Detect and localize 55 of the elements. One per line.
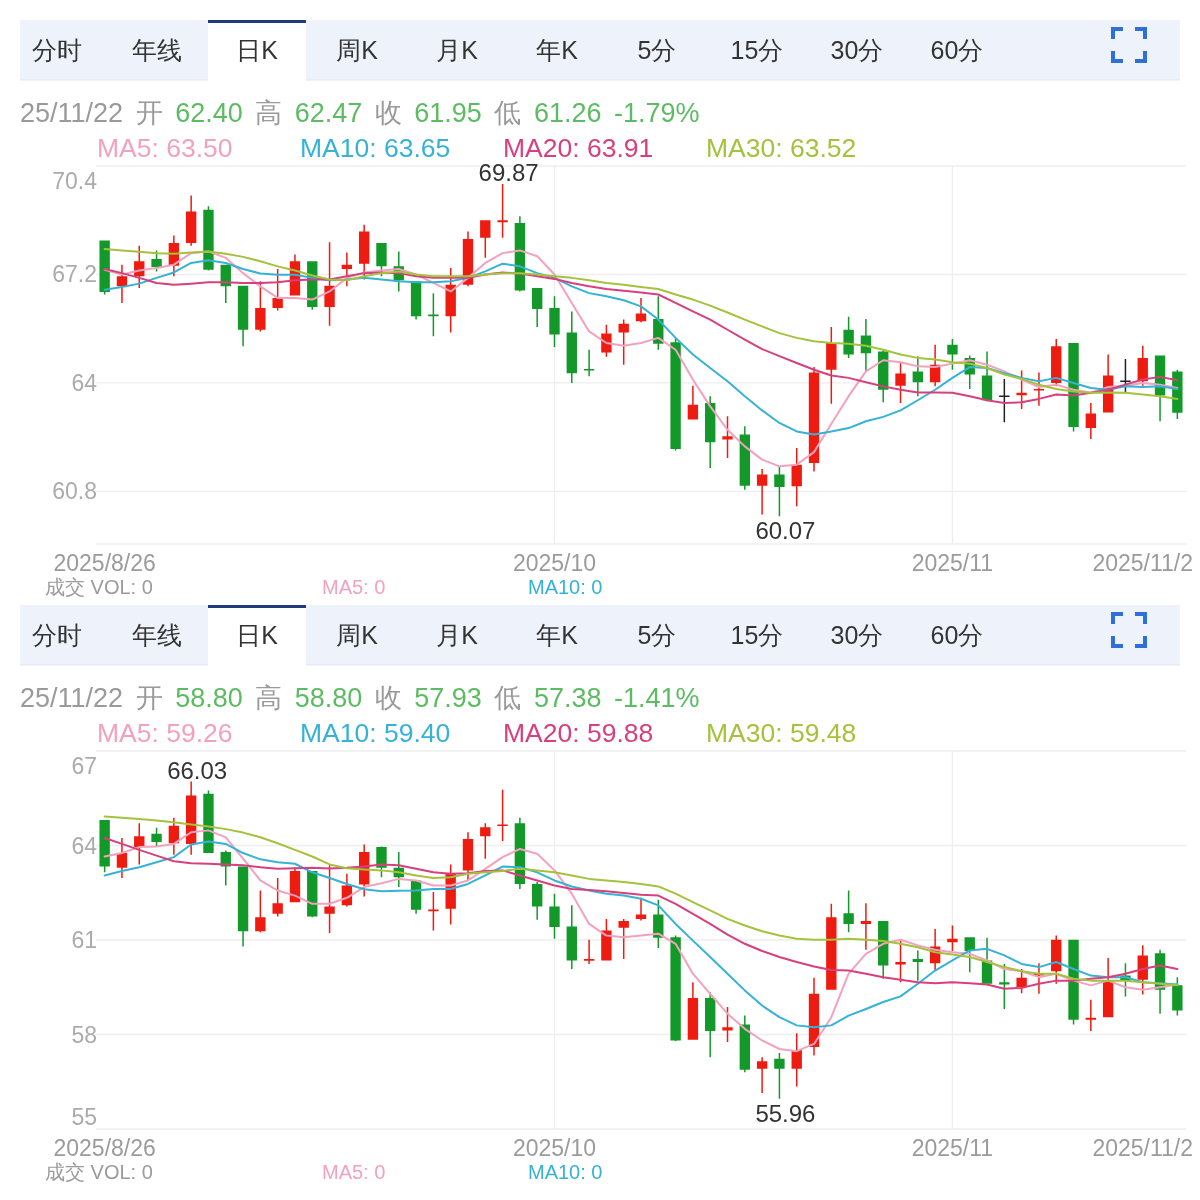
text: 成交 VOL: 0	[45, 576, 153, 598]
text: 年线	[132, 621, 182, 649]
x-tick-label: 2025/11	[911, 550, 994, 576]
text: MA5: 0	[322, 576, 386, 598]
annotation: 66.03	[167, 756, 228, 784]
text: MA5: 63.50	[97, 133, 233, 163]
text: MA5: 0	[322, 1161, 386, 1183]
text: 月K	[436, 621, 479, 649]
x-tick-label: 2025/8/26	[53, 550, 156, 576]
y-tick-label: 60.8	[52, 478, 97, 505]
x-tick-label: 2025/10	[512, 1135, 597, 1161]
y-tick-label: 55	[71, 1104, 97, 1130]
text: 成交 VOL: 0	[45, 1161, 153, 1183]
text: MA10: 63.65	[300, 133, 451, 163]
text: 年K	[536, 621, 579, 649]
x-tick-label: 2025/10	[512, 550, 597, 576]
y-tick-label: 70.4	[52, 168, 98, 194]
text: 60分	[930, 36, 984, 64]
text: MA10: 0	[528, 1161, 603, 1183]
annotation: 60.07	[755, 517, 816, 545]
y-tick-label: 67	[71, 753, 97, 779]
text: 年线	[132, 36, 182, 64]
text: 周K	[336, 36, 379, 64]
text: 分时	[32, 36, 82, 64]
text: 月K	[436, 36, 479, 64]
text: 日K	[236, 36, 279, 64]
text: MA30: 59.48	[706, 718, 857, 748]
text: 15分	[730, 621, 784, 649]
text: 日K	[236, 621, 279, 649]
text: 15分	[730, 36, 784, 64]
text: 5分	[637, 621, 677, 649]
text: 30分	[830, 36, 884, 64]
x-tick-label: 2025/11	[911, 1135, 994, 1161]
text: 分时	[32, 621, 82, 649]
text: 年K	[536, 36, 579, 64]
text: 60分	[930, 621, 984, 649]
text: 30分	[830, 621, 884, 649]
annotation: 55.96	[755, 1099, 816, 1127]
x-tick-label: 2025/11/2	[1092, 550, 1194, 576]
y-tick-label: 67.2	[52, 261, 97, 288]
text: 周K	[336, 621, 379, 649]
x-tick-label: 2025/8/26	[53, 1135, 156, 1161]
y-tick-label: 58	[71, 1021, 97, 1048]
text: MA20: 59.88	[503, 718, 654, 748]
y-tick-label: 64	[71, 832, 98, 859]
y-tick-label: 64	[71, 369, 98, 396]
text: MA10: 0	[528, 576, 603, 598]
chart-title: 25/11/22 开 62.40 高 62.47 收 61.95 低 61.26 -1.79%	[20, 98, 700, 128]
text: MA30: 63.52	[706, 133, 857, 163]
text: MA10: 59.40	[300, 718, 451, 748]
chart-title: 25/11/22 开 58.80 高 58.80 收 57.93 低 57.38 -1.41%	[20, 683, 700, 713]
text: 5分	[637, 36, 677, 64]
y-tick-label: 61	[71, 927, 97, 953]
x-tick-label: 2025/11/2	[1092, 1135, 1194, 1161]
text: MA5: 59.26	[97, 718, 233, 748]
